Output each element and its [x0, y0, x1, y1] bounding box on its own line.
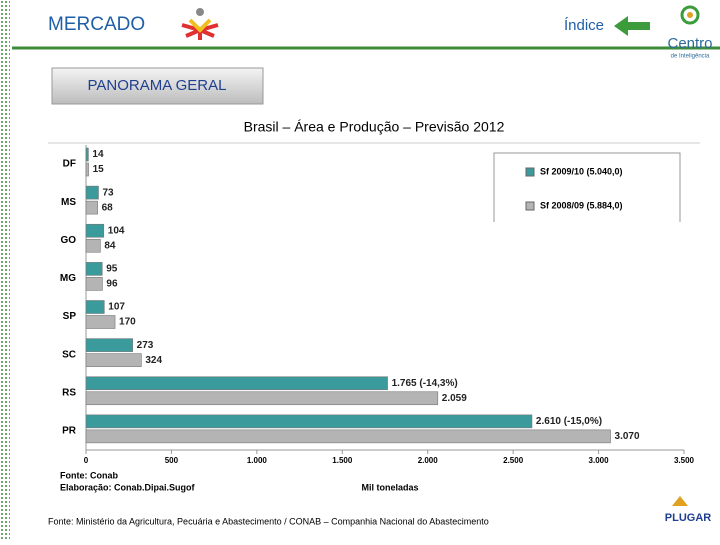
data-label: 104 — [108, 225, 125, 236]
bar — [85, 162, 89, 177]
legend-box — [493, 152, 681, 224]
bar — [85, 315, 116, 329]
legend-swatch — [525, 167, 535, 177]
data-label: 324 — [145, 355, 162, 366]
x-tick-label: 0 — [84, 456, 89, 465]
legend-mask — [490, 222, 684, 226]
data-label: 68 — [102, 202, 114, 213]
x-tick-label: 2.500 — [503, 456, 524, 465]
x-tick-label: 3.000 — [589, 456, 610, 465]
chart-note: Fonte: Conab — [60, 470, 118, 480]
data-label: 96 — [106, 279, 118, 290]
y-tick-label: GO — [60, 235, 76, 246]
x-tick-label: 2.000 — [418, 456, 439, 465]
data-label: 73 — [102, 187, 114, 198]
partner-logo — [672, 496, 688, 506]
y-tick-label: MG — [60, 273, 76, 284]
data-label: 3.070 — [615, 431, 640, 442]
y-tick-label: SC — [62, 349, 76, 360]
logo-subtext: de Inteligência — [671, 54, 710, 60]
index-link[interactable]: Índice — [564, 17, 604, 34]
footer-source: Fonte: Ministério da Agricultura, Pecuár… — [48, 516, 489, 526]
y-tick-label: DF — [63, 159, 76, 170]
bar — [85, 300, 105, 314]
bar — [85, 185, 99, 200]
bar — [85, 223, 105, 238]
x-tick-label: 3.500 — [674, 456, 695, 465]
chart: 0 500 1.000 1.500 2.000 2.500 3.000 3.500 DF 14 15… — [60, 145, 695, 492]
legend-label: Sf 2008/09 (5.884,0) — [540, 200, 623, 210]
data-label: 15 — [93, 164, 105, 175]
bar — [85, 147, 89, 162]
data-label: 14 — [92, 149, 104, 160]
bar — [85, 338, 133, 352]
bar — [85, 238, 101, 253]
logo-mark — [680, 5, 700, 25]
y-tick-label: MS — [61, 197, 76, 208]
logo-text: Centro — [667, 35, 712, 52]
x-axis-title: Mil toneladas — [361, 482, 418, 492]
x-tick-label: 1.000 — [247, 456, 268, 465]
bar — [85, 429, 611, 444]
section-button[interactable] — [51, 67, 264, 105]
data-label: 170 — [119, 317, 136, 328]
data-label: 95 — [106, 264, 118, 275]
bar — [85, 414, 533, 429]
y-tick-label: PR — [62, 426, 77, 437]
section-button-label[interactable]: PANORAMA GERAL — [88, 77, 227, 94]
bar — [85, 376, 388, 391]
legend-swatch — [525, 201, 535, 211]
back-arrow[interactable] — [614, 16, 650, 36]
x-tick-label: 500 — [165, 456, 179, 465]
data-label: 2.059 — [442, 393, 467, 404]
y-tick-label: RS — [62, 387, 76, 398]
data-label: 2.610 (-15,0%) — [536, 416, 602, 427]
chart-title: Brasil – Área e Produção – Previsão 2012 — [244, 119, 505, 135]
bar — [85, 391, 439, 406]
bar — [85, 200, 98, 215]
legend-label: Sf 2009/10 (5.040,0) — [540, 166, 623, 176]
bar — [85, 277, 103, 291]
data-label: 107 — [108, 302, 125, 313]
bar — [85, 353, 142, 367]
chart-note: Elaboração: Conab.Dipai.Sugof — [60, 482, 196, 492]
bar — [85, 262, 103, 276]
logo-people — [181, 8, 219, 40]
data-label: 1.765 (-14,3%) — [392, 378, 458, 389]
partner-logo-text: PLUGAR — [665, 512, 712, 524]
y-tick-label: SP — [63, 311, 77, 322]
x-tick-label: 1.500 — [332, 456, 353, 465]
data-label: 84 — [104, 240, 116, 251]
left-border — [0, 0, 10, 540]
data-label: 273 — [137, 340, 154, 351]
header-title: MERCADO — [48, 14, 145, 35]
